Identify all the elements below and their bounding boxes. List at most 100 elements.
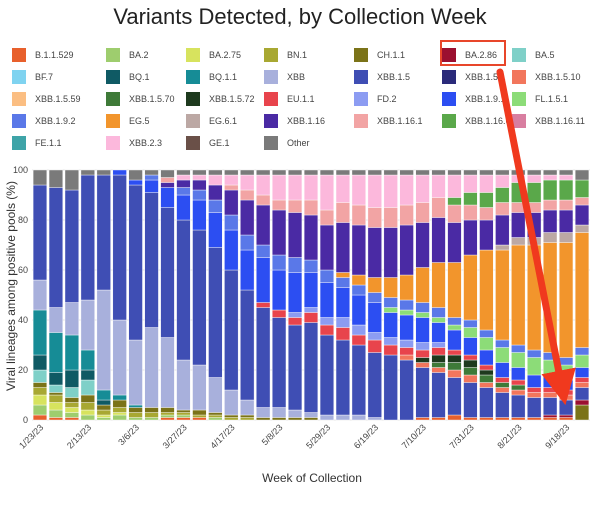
- bar-segment-fd-2: [319, 317, 334, 326]
- legend-item-ch-1-1[interactable]: CH.1.1: [354, 46, 405, 64]
- bar-segment-xbb-2-3: [527, 174, 542, 183]
- legend-item-xbb-1-16-6[interactable]: XBB.1.16.6: [442, 112, 511, 130]
- bar-segment-xbb-1-16: [240, 199, 255, 236]
- legend-item-fd-2[interactable]: FD.2: [354, 90, 397, 108]
- legend-item-b-1-1-529[interactable]: B.1.1.529: [12, 46, 74, 64]
- bar-segment-xbb-1-16: [367, 227, 382, 278]
- bar-week-12[interactable]: [208, 169, 223, 421]
- legend-item-ba-2[interactable]: BA.2: [106, 46, 149, 64]
- bar-week-7[interactable]: [128, 169, 143, 421]
- y-tick-label: 100: [13, 165, 28, 175]
- legend-item-xbb-2-3[interactable]: XBB.2.3: [106, 134, 162, 152]
- bar-week-16[interactable]: [272, 169, 287, 421]
- bar-segment-eg-5: [479, 249, 494, 331]
- bar-segment-xbb-1-16-1: [224, 184, 239, 191]
- bar-week-1[interactable]: [32, 169, 48, 421]
- bar-week-28[interactable]: [463, 169, 478, 421]
- legend-swatch: [442, 114, 456, 128]
- bar-week-21[interactable]: [351, 169, 366, 421]
- legend-item-xbb-1-16-1[interactable]: XBB.1.16.1: [354, 112, 423, 130]
- legend-label: XBB.1.16.6: [465, 116, 511, 126]
- x-tick-label: 5/29/23: [304, 422, 332, 450]
- bar-segment-xbb-1-5-72: [447, 354, 462, 363]
- legend-item-bf-7[interactable]: BF.7: [12, 68, 53, 86]
- bar-week-5[interactable]: [96, 169, 111, 421]
- bar-segment-xbb-1-5: [144, 192, 159, 328]
- bar-segment-ch-1-1: [64, 397, 79, 403]
- legend-item-eu-1-1[interactable]: EU.1.1: [264, 90, 315, 108]
- legend-item-xbb-1-5-10[interactable]: XBB.1.5.10: [512, 68, 581, 86]
- bar-segment-xbb-1-9-1: [192, 199, 207, 231]
- legend-item-bq-1-1[interactable]: BQ.1.1: [186, 68, 237, 86]
- bar-week-32[interactable]: [527, 169, 542, 421]
- bar-week-2[interactable]: [48, 169, 63, 421]
- bar-segment-xbb-1-9-2: [511, 344, 526, 353]
- bar-week-19[interactable]: [319, 169, 334, 421]
- legend-item-xbb-1-16-11[interactable]: XBB.1.16.11: [512, 112, 585, 130]
- legend-item-xbb-1-16[interactable]: XBB.1.16: [264, 112, 325, 130]
- bar-week-25[interactable]: [415, 169, 430, 421]
- bar-segment-ch-1-1: [48, 392, 63, 396]
- bar-segment-xbb-1-9-1: [511, 367, 526, 381]
- legend-item-bq-1[interactable]: BQ.1: [106, 68, 150, 86]
- bar-week-4[interactable]: [80, 169, 95, 421]
- bar-week-26[interactable]: [431, 169, 446, 421]
- legend-item-xbb-1-5-70[interactable]: XBB.1.5.70: [106, 90, 175, 108]
- bar-week-17[interactable]: [288, 169, 303, 421]
- legend-item-xbb[interactable]: XBB: [264, 68, 305, 86]
- annotation-arrow: [496, 68, 576, 406]
- bar-segment-bn-1: [224, 417, 239, 421]
- legend-item-xbb-1-5-72[interactable]: XBB.1.5.72: [186, 90, 255, 108]
- bar-segment-fl-1-5-1: [399, 309, 414, 316]
- bar-week-15[interactable]: [256, 169, 271, 421]
- bar-week-22[interactable]: [367, 169, 382, 421]
- bar-segment-ch-1-1: [32, 382, 48, 388]
- bar-segment-eu-1-1: [319, 324, 334, 336]
- legend-item-eg-5[interactable]: EG.5: [106, 112, 150, 130]
- bar-segment-xbb: [288, 409, 303, 418]
- bar-week-20[interactable]: [335, 169, 350, 421]
- bar-week-14[interactable]: [240, 169, 255, 421]
- bar-week-10[interactable]: [176, 169, 191, 421]
- y-tick-label: 80: [18, 215, 28, 225]
- legend-item-ba-5[interactable]: BA.5: [512, 46, 555, 64]
- bar-week-35[interactable]: [574, 169, 590, 421]
- bar-week-23[interactable]: [383, 169, 398, 421]
- bar-week-8[interactable]: [144, 169, 159, 421]
- legend-item-bn-1[interactable]: BN.1: [264, 46, 307, 64]
- bar-segment-fd-2: [303, 307, 319, 313]
- bar-segment-xbb-1-16-1: [335, 202, 350, 223]
- legend-item-eg-6-1[interactable]: EG.6.1: [186, 112, 237, 130]
- bar-segment-ba-2: [48, 409, 63, 418]
- bar-week-29[interactable]: [479, 169, 494, 421]
- legend-item-other[interactable]: Other: [264, 134, 310, 152]
- legend-item-xbb-1-5[interactable]: XBB.1.5: [354, 68, 410, 86]
- bar-segment-ch-1-1: [160, 407, 175, 413]
- bar-segment-xbb: [96, 289, 111, 391]
- bar-week-18[interactable]: [303, 169, 319, 421]
- legend-item-xbb-1-9-2[interactable]: XBB.1.9.2: [12, 112, 76, 130]
- bar-week-11[interactable]: [192, 169, 207, 421]
- bar-week-3[interactable]: [64, 169, 79, 421]
- legend-label: FL.1.5.1: [535, 94, 569, 104]
- bar-segment-xbb: [208, 377, 223, 413]
- bar-week-9[interactable]: [160, 169, 175, 421]
- legend-item-ba-2-75[interactable]: BA.2.75: [186, 46, 241, 64]
- x-tick-label: 2/13/23: [65, 422, 93, 450]
- bar-week-13[interactable]: [224, 169, 239, 421]
- legend-item-xbb-1-9-1[interactable]: XBB.1.9.1: [442, 90, 506, 108]
- bar-week-24[interactable]: [399, 169, 414, 421]
- legend-swatch: [264, 48, 278, 62]
- legend-item-ge-1[interactable]: GE.1: [186, 134, 230, 152]
- legend-swatch: [186, 70, 200, 84]
- bar-week-30[interactable]: [495, 169, 510, 421]
- legend-item-ba-2-86[interactable]: BA.2.86: [442, 46, 497, 64]
- legend-item-fe-1-1[interactable]: FE.1.1: [12, 134, 62, 152]
- legend-item-xbb-1-5-59[interactable]: XBB.1.5.59: [12, 90, 81, 108]
- bar-week-27[interactable]: [447, 169, 462, 421]
- bar-segment-other: [367, 169, 382, 176]
- bar-week-6[interactable]: [112, 169, 127, 421]
- legend-item-xbb-1-5-1[interactable]: XBB.1.5.1: [442, 68, 506, 86]
- legend-item-fl-1-5-1[interactable]: FL.1.5.1: [512, 90, 568, 108]
- bar-segment-other: [224, 169, 239, 176]
